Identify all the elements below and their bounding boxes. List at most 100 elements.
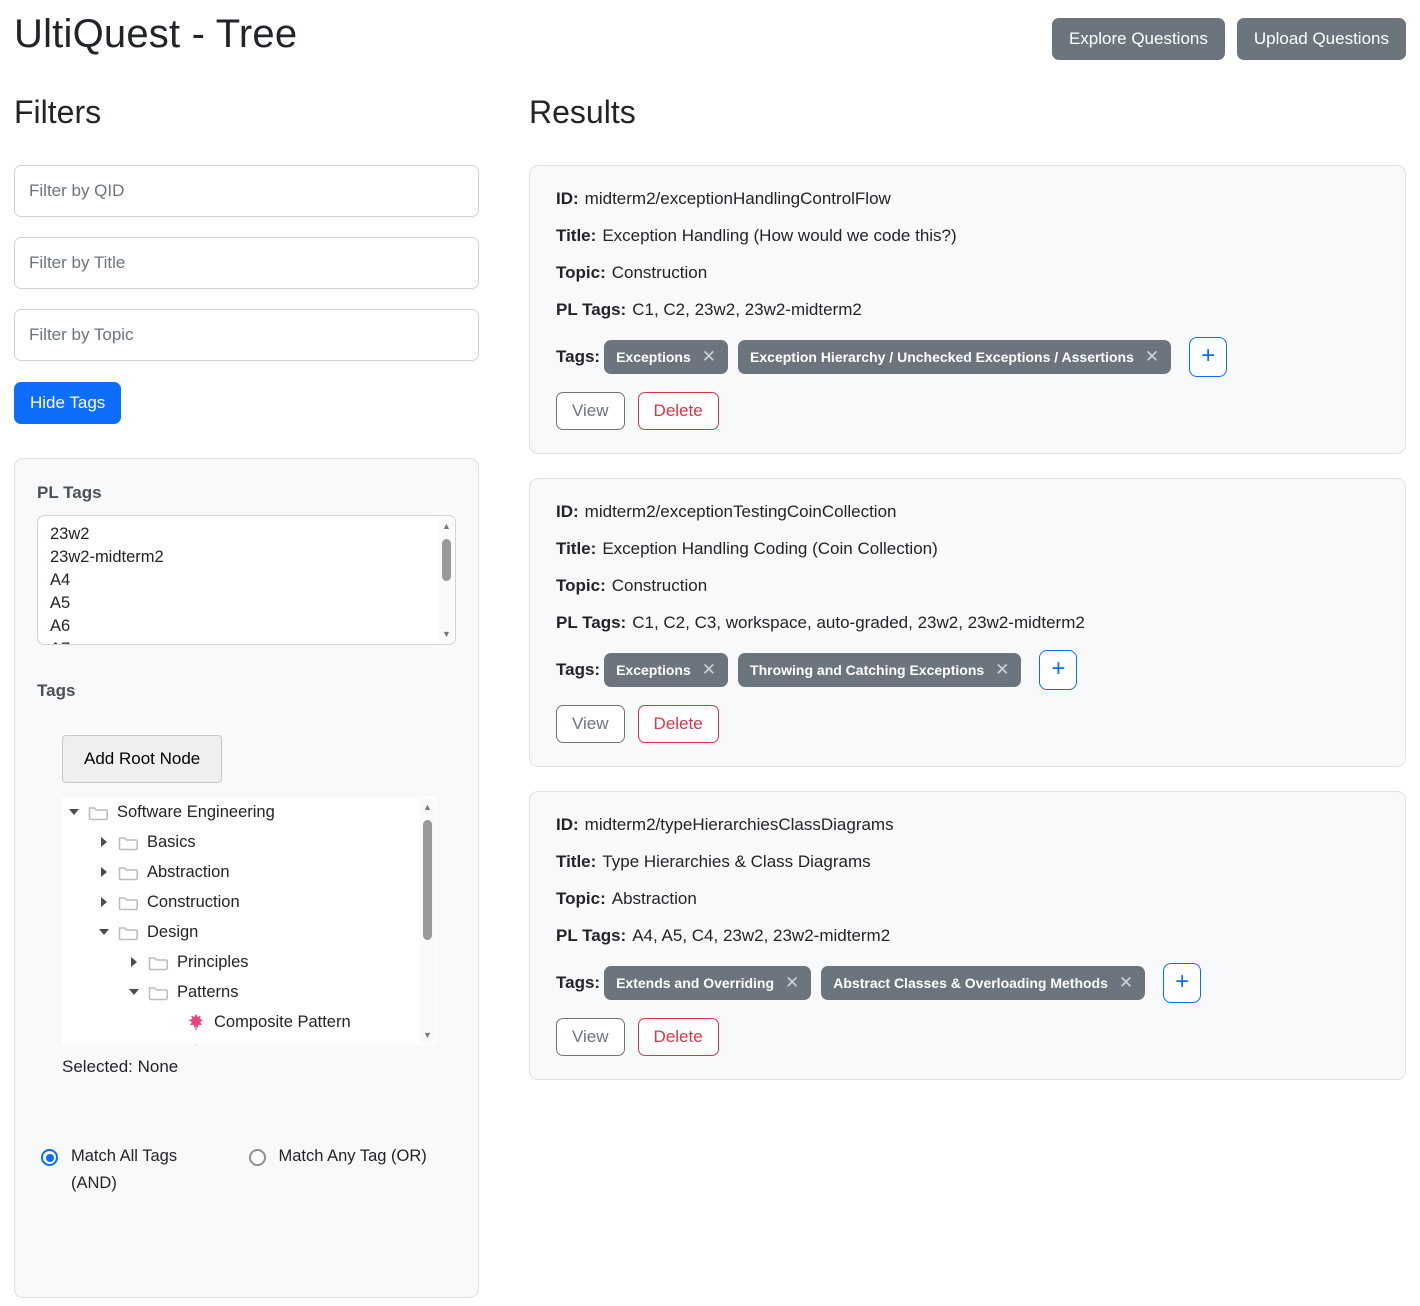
tree-node[interactable]: Patterns: [62, 977, 436, 1007]
match-mode-options: Match All Tags (AND) Match Any Tag (OR): [37, 1143, 456, 1197]
tree-node[interactable]: Design: [62, 917, 436, 947]
filter-topic-input[interactable]: [14, 309, 479, 361]
folder-icon: [118, 864, 138, 881]
tags-label: Tags:: [556, 973, 601, 992]
pl-tag-option[interactable]: 23w2-midterm2: [50, 548, 164, 566]
results-panel: Results ID: midterm2/exceptionHandlingCon…: [529, 94, 1406, 1104]
maple-leaf-icon: [187, 1043, 205, 1045]
upload-questions-button[interactable]: Upload Questions: [1236, 18, 1406, 60]
header: UltiQuest - Tree Explore Questions Uploa…: [14, 8, 1406, 60]
filters-panel: Filters Hide Tags PL Tags 23w2 23w2-midt…: [14, 94, 479, 1298]
tree-node[interactable]: Abstraction: [62, 857, 436, 887]
tree-node[interactable]: Observer Pattern: [62, 1037, 436, 1045]
tree-node-label: Software Engineering: [117, 802, 275, 821]
view-button[interactable]: View: [556, 1018, 625, 1056]
tag-badge-label: Abstract Classes & Overloading Methods: [833, 975, 1108, 991]
result-card: ID: midterm2/exceptionTestingCoinCollecti…: [529, 478, 1406, 767]
tree-node[interactable]: Basics: [62, 827, 436, 857]
remove-tag-icon[interactable]: ✕: [701, 660, 717, 679]
question-id: midterm2/typeHierarchiesClassDiagrams: [584, 815, 894, 834]
question-pl-tags: C1, C2, 23w2, 23w2-midterm2: [632, 300, 862, 319]
view-button[interactable]: View: [556, 392, 625, 430]
add-root-node-button[interactable]: Add Root Node: [62, 735, 223, 783]
add-tag-button[interactable]: +: [1163, 963, 1202, 1003]
tree-node[interactable]: Construction: [62, 887, 436, 917]
radio-unselected-icon[interactable]: [248, 1149, 266, 1166]
question-title: Type Hierarchies & Class Diagrams: [602, 852, 871, 871]
question-topic: Abstraction: [611, 889, 697, 908]
pl-tags-select[interactable]: 23w2 23w2-midterm2 A4 A5 A6 A7 ▲ ▼: [37, 515, 456, 645]
tag-badge: Abstract Classes & Overloading Methods ✕: [821, 966, 1146, 1000]
scroll-down-icon[interactable]: ▼: [442, 629, 451, 639]
caret-right-icon[interactable]: [97, 897, 111, 907]
caret-right-icon[interactable]: [97, 867, 111, 877]
remove-tag-icon[interactable]: ✕: [995, 660, 1010, 679]
question-pl-tags: C1, C2, C3, workspace, auto-graded, 23w2…: [632, 613, 1085, 632]
tag-badge: Exception Hierarchy / Unchecked Exceptio…: [738, 340, 1172, 374]
tree-node-label: Patterns: [177, 982, 239, 1001]
radio-selected-icon[interactable]: [41, 1149, 58, 1166]
scroll-up-icon[interactable]: ▲: [442, 521, 451, 531]
tags-label: Tags:: [556, 660, 601, 679]
question-id: midterm2/exceptionTestingCoinCollection: [584, 502, 897, 521]
filter-qid-input[interactable]: [14, 165, 479, 217]
delete-button[interactable]: Delete: [637, 705, 719, 743]
scroll-up-icon[interactable]: ▲: [423, 802, 432, 812]
scrollbar-thumb[interactable]: [422, 820, 432, 940]
id-label: ID:: [556, 502, 579, 521]
tag-badge: Exceptions ✕: [604, 340, 729, 374]
title-label: Title:: [556, 539, 597, 558]
id-label: ID:: [556, 189, 579, 208]
caret-right-icon[interactable]: [97, 837, 111, 847]
pl-tag-option[interactable]: A5: [50, 594, 71, 612]
tree-node-label: Observer Pattern: [214, 1043, 340, 1046]
scrollbar[interactable]: ▲ ▼: [439, 517, 454, 643]
pl-tag-option[interactable]: A6: [50, 617, 71, 635]
hide-tags-button[interactable]: Hide Tags: [14, 382, 122, 424]
pl-tag-option[interactable]: 23w2: [50, 525, 90, 543]
radio-match-any[interactable]: Match Any Tag (OR): [248, 1143, 457, 1197]
caret-down-icon[interactable]: [97, 929, 111, 935]
folder-icon: [88, 804, 108, 821]
tree-node-label: Composite Pattern: [214, 1012, 351, 1031]
delete-button[interactable]: Delete: [637, 392, 719, 430]
tree-node-label: Design: [147, 922, 199, 941]
topic-label: Topic:: [556, 263, 606, 282]
caret-down-icon[interactable]: [127, 989, 141, 995]
tag-badge-label: Throwing and Catching Exceptions: [750, 662, 985, 678]
radio-match-all[interactable]: Match All Tags (AND): [41, 1143, 249, 1197]
tag-badge: Throwing and Catching Exceptions ✕: [738, 653, 1022, 687]
remove-tag-icon[interactable]: ✕: [701, 347, 717, 366]
tree-node-label: Basics: [147, 832, 196, 851]
pl-tags-label: PL Tags:: [556, 613, 627, 632]
add-tag-button[interactable]: +: [1189, 337, 1228, 377]
caret-right-icon[interactable]: [127, 957, 141, 967]
folder-icon: [118, 924, 138, 941]
remove-tag-icon[interactable]: ✕: [1144, 347, 1160, 366]
page-title: UltiQuest - Tree: [14, 12, 298, 56]
pl-tag-option[interactable]: A4: [50, 571, 71, 589]
tag-badge: Exceptions ✕: [604, 653, 729, 687]
result-card: ID: midterm2/typeHierarchiesClassDiagrams…: [529, 791, 1406, 1080]
pl-tag-option[interactable]: A7: [50, 638, 427, 644]
scrollbar[interactable]: ▲ ▼: [420, 798, 435, 1044]
tree-node[interactable]: Software Engineering: [62, 797, 436, 827]
delete-button[interactable]: Delete: [637, 1018, 719, 1056]
remove-tag-icon[interactable]: ✕: [785, 973, 800, 992]
scrollbar-thumb[interactable]: [441, 539, 451, 581]
filter-title-input[interactable]: [14, 237, 479, 289]
radio-match-all-label: Match All Tags (AND): [71, 1147, 178, 1192]
add-tag-button[interactable]: +: [1039, 650, 1078, 690]
explore-questions-button[interactable]: Explore Questions: [1051, 18, 1225, 60]
folder-icon: [148, 984, 168, 1001]
caret-down-icon[interactable]: [67, 809, 81, 815]
topic-label: Topic:: [556, 889, 606, 908]
view-button[interactable]: View: [556, 705, 625, 743]
tags-label: Tags: [37, 681, 76, 700]
folder-icon: [148, 954, 168, 971]
scroll-down-icon[interactable]: ▼: [423, 1030, 432, 1040]
remove-tag-icon[interactable]: ✕: [1118, 973, 1134, 992]
tree-node[interactable]: Principles: [62, 947, 436, 977]
result-card: ID: midterm2/exceptionHandlingControlFlow…: [529, 165, 1406, 454]
tree-node[interactable]: Composite Pattern: [62, 1007, 436, 1037]
